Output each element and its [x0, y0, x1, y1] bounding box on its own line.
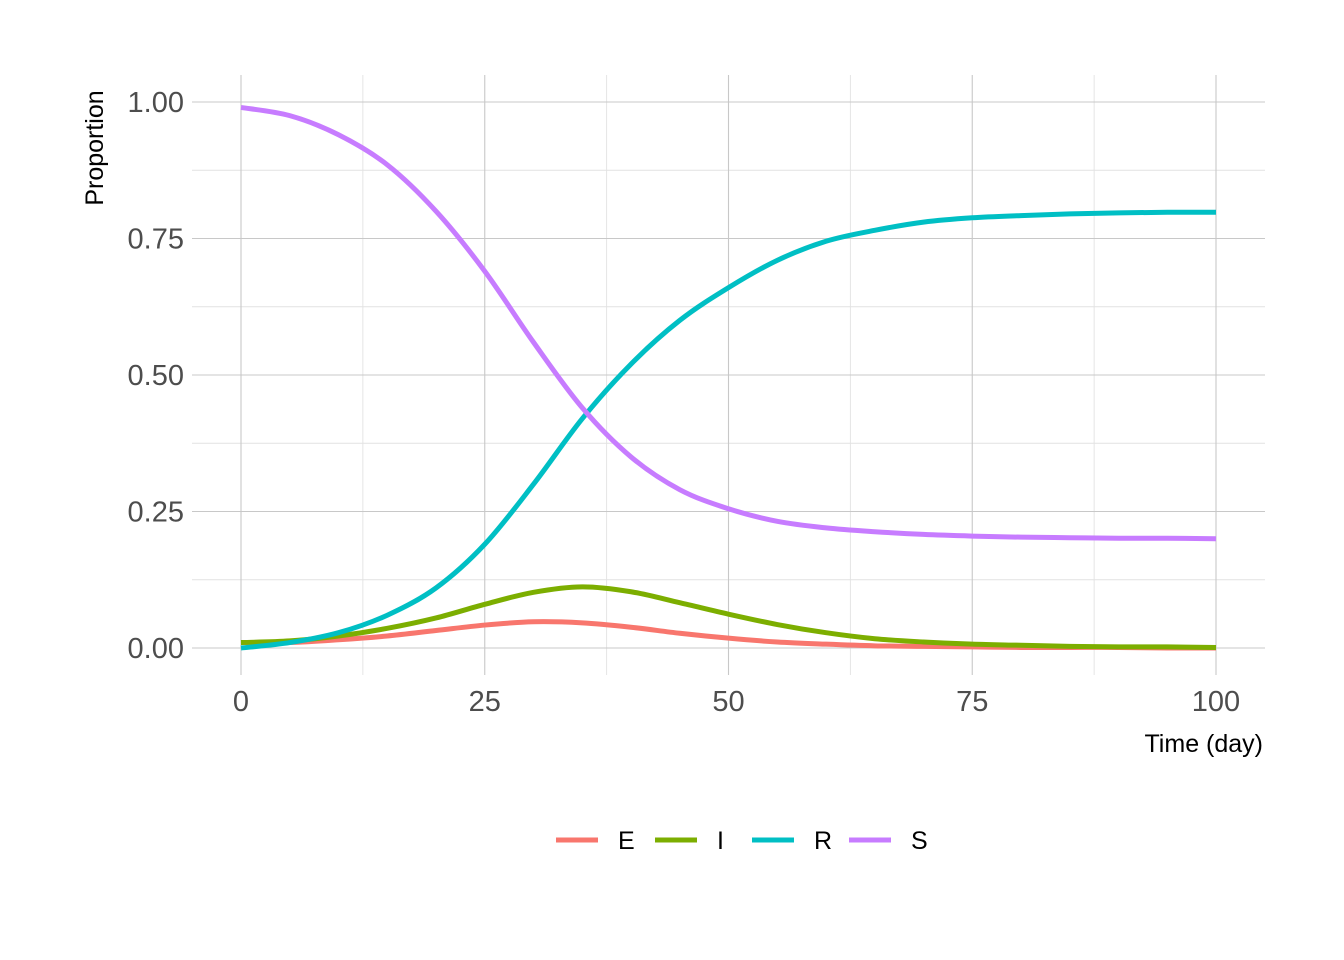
y-tick-label: 1.00	[128, 87, 184, 119]
major-gridlines	[192, 75, 1265, 675]
y-tick-label: 0.25	[128, 497, 184, 529]
x-tick-label: 75	[956, 686, 988, 718]
legend-label-i: I	[717, 827, 724, 855]
x-tick-label: 100	[1192, 686, 1240, 718]
legend-label-e: E	[618, 827, 635, 855]
series-line-i	[240, 584, 1217, 650]
y-axis-tick-labels: 0.00 0.25 0.50 0.75 1.00	[128, 87, 184, 665]
y-tick-label: 0.50	[128, 360, 184, 392]
x-tick-label: 25	[469, 686, 501, 718]
y-tick-label: 0.75	[128, 224, 184, 256]
x-axis-title: Time (day)	[1144, 730, 1263, 758]
x-axis-tick-labels: 0 25 50 75 100	[233, 686, 1240, 718]
y-axis-title: Proportion	[81, 90, 109, 205]
x-tick-label: 50	[712, 686, 744, 718]
y-tick-label: 0.00	[128, 633, 184, 665]
legend-label-s: S	[911, 827, 928, 855]
legend-label-r: R	[814, 827, 832, 855]
series-line-s	[240, 104, 1217, 542]
series-line-r	[240, 209, 1217, 651]
series-lines	[240, 104, 1217, 651]
x-tick-label: 0	[233, 686, 249, 718]
